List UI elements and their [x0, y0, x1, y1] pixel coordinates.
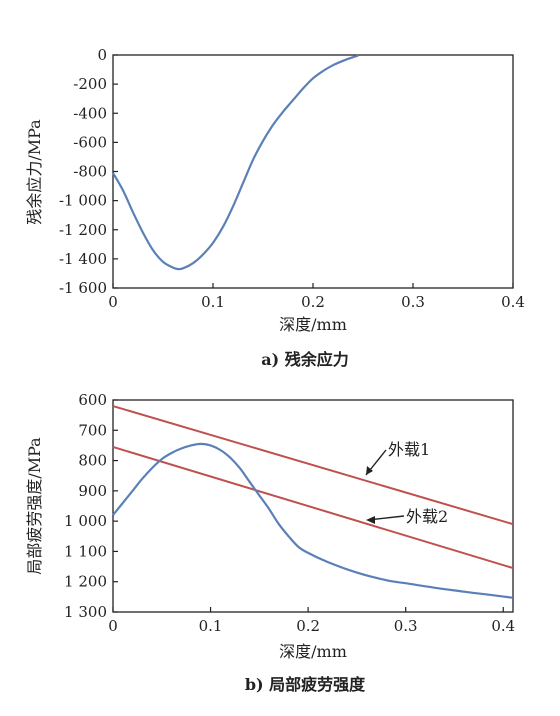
x-axis-title-b: 深度/mm — [279, 642, 347, 661]
b-x-tick-label: 0.2 — [296, 617, 320, 635]
b-y-tick-label: 900 — [78, 482, 107, 500]
a-y-tick-label: -200 — [73, 75, 107, 93]
label-load-2: 外载2 — [406, 507, 448, 526]
a-y-tick-label: -800 — [73, 163, 107, 181]
b-y-tick-label: 800 — [78, 452, 107, 470]
caption-b: b) 局部疲劳强度 — [245, 675, 366, 694]
b-y-tick-label: 1 300 — [64, 603, 107, 621]
b-y-tick-label: 600 — [78, 391, 107, 409]
load-2-line — [112, 445, 514, 570]
fatigue-strength-line — [112, 442, 514, 599]
b-x-tick-label: 0.3 — [394, 617, 418, 635]
chart-fatigue-strength: 600 700 800 900 1 000 1 100 1 200 1 300 0 0.1 0.2… — [25, 391, 515, 694]
a-y-tick-label: -1 600 — [59, 279, 107, 297]
load-1-line — [112, 405, 514, 526]
b-x-tick-label: 0.4 — [491, 617, 515, 635]
b-y-tick-label: 700 — [78, 421, 107, 439]
b-x-tick-label: 0 — [108, 617, 118, 635]
plot-frame-b — [112, 399, 514, 613]
b-y-tick-label: 1 000 — [64, 512, 107, 530]
a-y-tick-label: -1 000 — [59, 192, 107, 210]
chart-residual-stress: 0 -200 -400 -600 -800 -1 000 -1 200 -1 400 -1 60… — [25, 46, 525, 369]
b-x-tick-label: 0.1 — [199, 617, 223, 635]
caption-a: a) 残余应力 — [261, 350, 349, 369]
a-x-tick-label: 0.4 — [501, 293, 525, 311]
a-y-tick-label: -1 200 — [59, 221, 107, 239]
label-load-1: 外载1 — [388, 440, 430, 459]
plot-frame-a — [112, 54, 514, 289]
y-ticks-b: 600 700 800 900 1 000 1 100 1 200 1 300 — [64, 391, 118, 621]
y-ticks-a: 0 -200 -400 -600 -800 -1 000 -1 200 -1 400 -1 60… — [59, 46, 118, 297]
a-y-tick-label: -600 — [73, 133, 107, 151]
a-x-tick-label: 0.3 — [401, 293, 425, 311]
a-y-tick-label: 0 — [97, 46, 107, 64]
arrowhead-load-2-icon — [366, 516, 375, 524]
y-axis-title-b: 局部疲劳强度/MPa — [25, 437, 44, 575]
annotation-load-1: 外载1 — [365, 440, 430, 476]
b-y-tick-label: 1 200 — [64, 573, 107, 591]
x-ticks-b: 0 0.1 0.2 0.3 0.4 — [108, 607, 515, 635]
x-axis-title-a: 深度/mm — [279, 315, 347, 334]
a-y-tick-label: -1 400 — [59, 250, 107, 268]
arrowhead-load-1-icon — [366, 466, 373, 475]
x-ticks-a: 0 0.1 0.2 0.3 0.4 — [108, 283, 525, 311]
a-x-tick-label: 0 — [108, 293, 118, 311]
y-axis-title-a: 残余应力/MPa — [25, 119, 44, 225]
residual-stress-line — [112, 54, 359, 271]
annotation-load-2: 外载2 — [366, 507, 448, 526]
a-x-tick-label: 0.2 — [301, 293, 325, 311]
a-y-tick-label: -400 — [73, 104, 107, 122]
b-y-tick-label: 1 100 — [64, 542, 107, 560]
a-x-tick-label: 0.1 — [201, 293, 225, 311]
